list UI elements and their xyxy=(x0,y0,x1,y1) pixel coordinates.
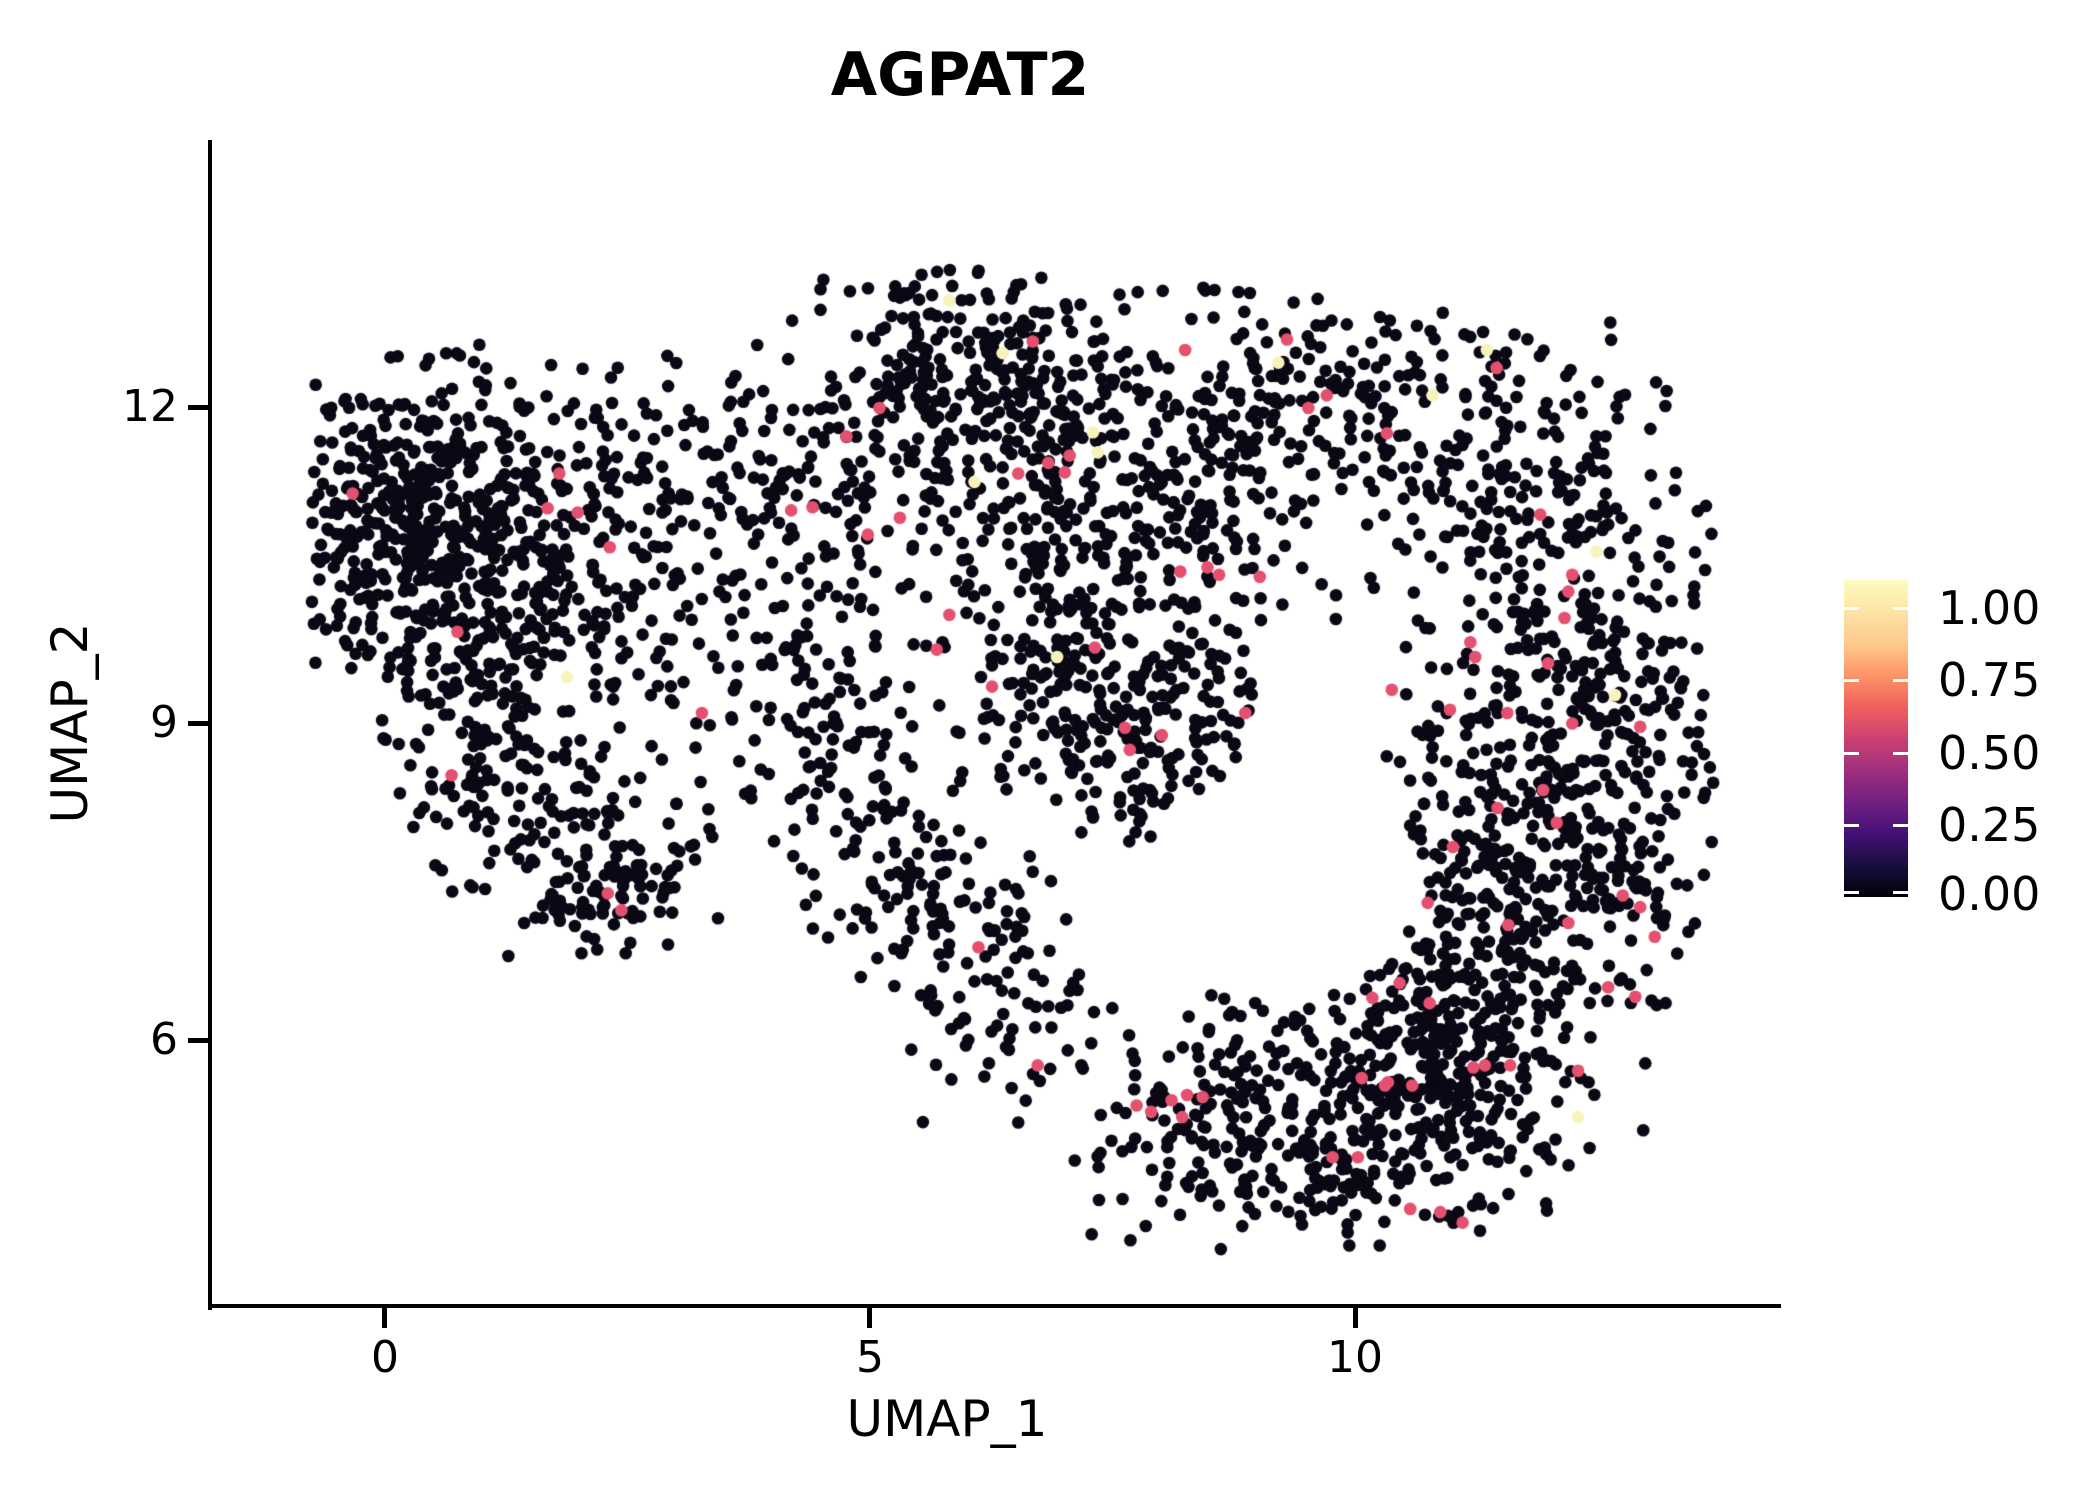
colorbar-tick-000-left xyxy=(1844,891,1859,894)
colorbar-tick-050-left xyxy=(1844,752,1859,755)
x-tick-mark-0 xyxy=(382,1308,387,1328)
y-axis-title: UMAP_2 xyxy=(41,622,99,824)
colorbar-tick-100-left xyxy=(1844,607,1859,610)
y-tick-mark-6 xyxy=(188,1038,210,1043)
colorbar-label-025: 0.25 xyxy=(1938,798,2041,852)
page-title: AGPAT2 xyxy=(830,40,1090,110)
x-tick-label-5: 5 xyxy=(856,1332,884,1383)
colorbar-label-075: 0.75 xyxy=(1938,653,2041,707)
x-axis-title: UMAP_1 xyxy=(846,1390,1048,1448)
colorbar-tick-000-right xyxy=(1893,891,1908,894)
x-axis-line xyxy=(208,1304,1781,1308)
colorbar-tick-100-right xyxy=(1893,607,1908,610)
y-tick-label-12: 12 xyxy=(122,381,178,432)
y-axis-line xyxy=(208,140,212,1310)
y-tick-mark-9 xyxy=(188,721,210,726)
colorbar-tick-075-left xyxy=(1844,679,1859,682)
y-tick-label-9: 9 xyxy=(150,697,178,748)
colorbar-label-100: 1.00 xyxy=(1938,581,2041,635)
colorbar-label-050: 0.50 xyxy=(1938,726,2041,780)
colorbar-tick-025-right xyxy=(1893,824,1908,827)
x-tick-mark-5 xyxy=(867,1308,872,1328)
y-tick-label-6: 6 xyxy=(150,1014,178,1065)
colorbar-gradient xyxy=(1844,580,1908,897)
colorbar-tick-050-right xyxy=(1893,752,1908,755)
x-tick-label-10: 10 xyxy=(1327,1332,1383,1383)
colorbar-tick-025-left xyxy=(1844,824,1859,827)
x-tick-mark-10 xyxy=(1353,1308,1358,1328)
x-tick-label-0: 0 xyxy=(371,1332,399,1383)
colorbar-tick-075-right xyxy=(1893,679,1908,682)
colorbar-label-000: 0.00 xyxy=(1938,867,2041,921)
y-tick-mark-12 xyxy=(188,405,210,410)
